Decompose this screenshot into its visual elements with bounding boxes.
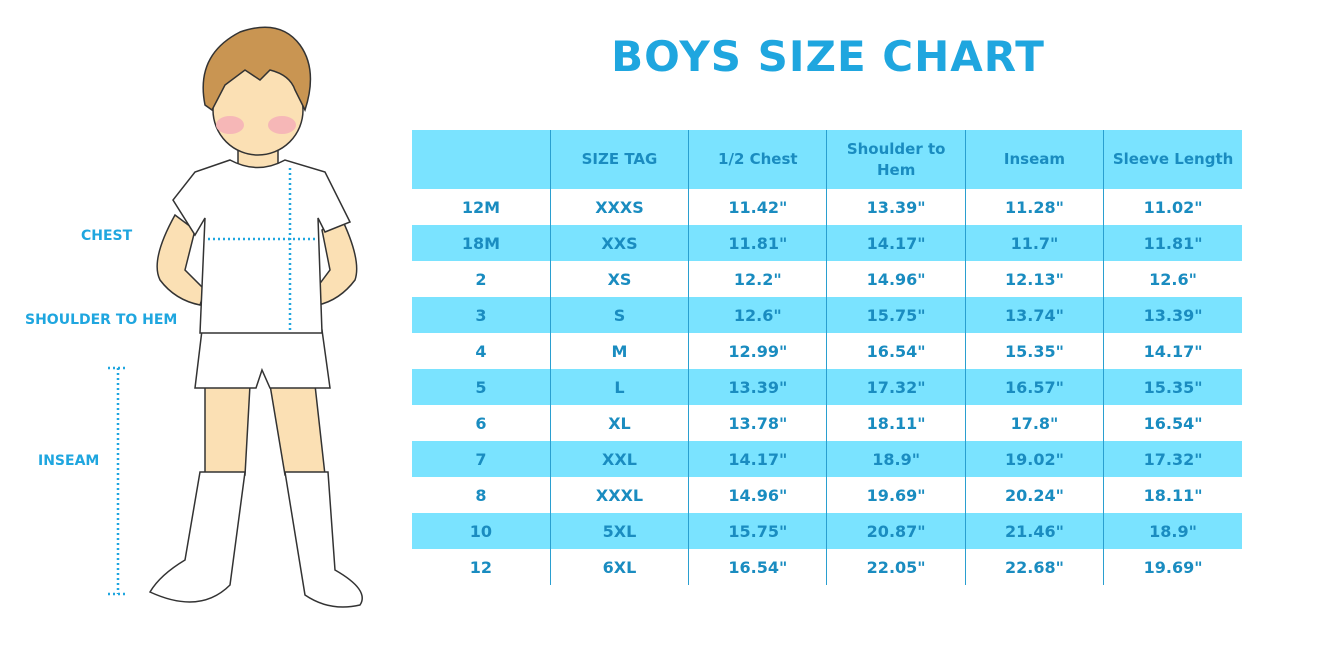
table-cell: 15.35" [964, 333, 1104, 369]
table-cell: XXS [549, 225, 689, 261]
table-cell: XXXL [549, 477, 689, 513]
table-cell: XL [549, 405, 689, 441]
table-cell: 11.28" [964, 189, 1104, 225]
table-row: 6 XL 13.78" 18.11" 17.8" 16.54" [412, 405, 1242, 441]
table-cell: 16.54" [826, 333, 966, 369]
table-cell: 19.69" [826, 477, 966, 513]
table-cell: 17.32" [1103, 441, 1242, 477]
table-cell: 22.05" [826, 549, 966, 585]
table-cell: 21.46" [964, 513, 1104, 549]
table-cell: 16.54" [1103, 405, 1242, 441]
table-cell: 14.96" [826, 261, 966, 297]
table-cell: 3 [412, 297, 551, 333]
table-cell: 12.2" [688, 261, 827, 297]
table-cell: 12.6" [1103, 261, 1242, 297]
table-cell: 19.69" [1103, 549, 1242, 585]
table-cell: 13.39" [826, 189, 966, 225]
table-row: 2 XS 12.2" 14.96" 12.13" 12.6" [412, 261, 1242, 297]
table-row: 4 M 12.99" 16.54" 15.35" 14.17" [412, 333, 1242, 369]
table-cell: 2 [475, 269, 487, 289]
inseam-label: INSEAM [38, 453, 100, 469]
table-cell: 14.17" [688, 441, 827, 477]
table-cell: 17.8" [964, 405, 1104, 441]
table-cell: 12M [461, 197, 500, 217]
table-cell: M [549, 333, 689, 369]
table-row: 12M XXXS 11.42" 13.39" 11.28" 11.02" [412, 189, 1242, 225]
table-cell: 12.6" [688, 297, 827, 333]
table-row: 18M XXS 11.81" 14.17" 11.7" 11.81" [412, 225, 1242, 261]
table-cell: 18M [412, 225, 551, 261]
table-cell: 11.81" [688, 225, 827, 261]
column-header: SIZE TAG [549, 130, 689, 189]
table-row: 7 XXL 14.17" 18.9" 19.02" 17.32" [412, 441, 1242, 477]
table-cell: 13.39" [688, 369, 827, 405]
chest-label: CHEST [81, 228, 133, 244]
table-row: 3 S 12.6" 15.75" 13.74" 13.39" [412, 297, 1242, 333]
table-cell: 7 [412, 441, 551, 477]
table-cell: 11.7" [964, 225, 1104, 261]
table-row: 5 L 13.39" 17.32" 16.57" 15.35" [412, 369, 1242, 405]
table-cell: 12 [469, 557, 493, 577]
table-cell: 18.11" [826, 405, 966, 441]
table-cell: 5XL [549, 513, 689, 549]
table-cell: 11.02" [1103, 189, 1242, 225]
table-row: 12 6XL 16.54" 22.05" 22.68" 19.69" [412, 549, 1242, 585]
table-cell: 17.32" [826, 369, 966, 405]
table-cell: 15.35" [1103, 369, 1242, 405]
table-cell: 20.87" [826, 513, 966, 549]
table-cell: 18.11" [1103, 477, 1242, 513]
table-cell: 8 [475, 485, 487, 505]
table-cell: 11.81" [1103, 225, 1242, 261]
column-header [412, 130, 551, 189]
table-cell: 18.9" [1103, 513, 1242, 549]
column-header: Sleeve Length [1103, 130, 1242, 189]
column-header: Inseam [964, 130, 1104, 189]
table-cell: 6XL [549, 549, 689, 585]
table-cell: 16.57" [964, 369, 1104, 405]
table-cell: 22.68" [964, 549, 1104, 585]
table-cell: 15.75" [826, 297, 966, 333]
table-cell: 12.99" [688, 333, 827, 369]
table-cell: 12.13" [964, 261, 1104, 297]
table-cell: 19.02" [964, 441, 1104, 477]
table-cell: 14.96" [688, 477, 827, 513]
table-cell: XXXS [549, 189, 689, 225]
column-header: 1/2 Chest [688, 130, 827, 189]
table-cell: 4 [475, 341, 487, 361]
table-cell: 14.17" [826, 225, 966, 261]
table-cell: 11.42" [688, 189, 827, 225]
table-cell: 14.17" [1103, 333, 1242, 369]
table-row: 8 XXXL 14.96" 19.69" 20.24" 18.11" [412, 477, 1242, 513]
table-cell: L [549, 369, 689, 405]
page-title: BOYS SIZE CHART [611, 32, 1045, 81]
table-cell: 13.74" [964, 297, 1104, 333]
shoulder-to-hem-label: SHOULDER TO HEM [25, 312, 178, 328]
table-cell: 13.78" [688, 405, 827, 441]
table-cell: 20.24" [964, 477, 1104, 513]
table-cell: 6 [475, 413, 487, 433]
column-header: Shoulder to Hem [826, 130, 966, 189]
table-cell: 13.39" [1103, 297, 1242, 333]
table-row: 10 5XL 15.75" 20.87" 21.46" 18.9" [412, 513, 1242, 549]
table-cell: 15.75" [688, 513, 827, 549]
table-cell: S [549, 297, 689, 333]
table-cell: 16.54" [688, 549, 827, 585]
boy-illustration [108, 26, 363, 608]
table-cell: XS [549, 261, 689, 297]
table-cell: XXL [549, 441, 689, 477]
table-cell: 18.9" [826, 441, 966, 477]
table-cell: 10 [412, 513, 551, 549]
table-cell: 5 [412, 369, 551, 405]
size-chart-table: SIZE TAG 1/2 Chest Shoulder to Hem Inseam Sl… [412, 130, 1242, 585]
